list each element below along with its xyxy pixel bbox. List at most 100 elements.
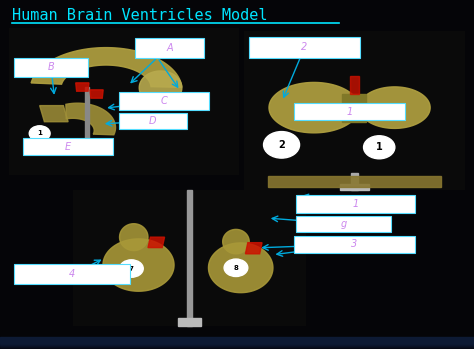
Circle shape — [364, 136, 395, 159]
Bar — [296, 195, 415, 213]
Bar — [0, 342, 474, 348]
Bar — [0, 337, 474, 343]
Bar — [0, 342, 474, 348]
Text: 1: 1 — [37, 131, 42, 136]
Bar — [135, 38, 204, 58]
Text: 1: 1 — [346, 107, 353, 117]
Text: E: E — [65, 142, 71, 151]
Bar — [14, 264, 130, 284]
Bar — [0, 343, 474, 349]
Bar — [0, 340, 474, 346]
Bar — [0, 340, 474, 346]
Text: A: A — [166, 43, 173, 53]
Bar — [0, 340, 474, 346]
Bar — [0, 341, 474, 347]
Bar — [118, 92, 209, 110]
Bar — [0, 340, 474, 346]
Bar — [0, 341, 474, 347]
Bar — [0, 342, 474, 348]
Bar — [0, 341, 474, 347]
Bar — [0, 342, 474, 348]
Polygon shape — [350, 173, 358, 190]
Bar — [0, 341, 474, 347]
Text: 3: 3 — [351, 239, 357, 249]
Bar — [0, 338, 474, 344]
Bar — [0, 338, 474, 343]
Polygon shape — [103, 239, 174, 291]
Polygon shape — [90, 90, 103, 98]
Bar — [0, 338, 474, 344]
Bar — [0, 339, 474, 345]
Bar — [23, 138, 113, 155]
Bar — [0, 340, 474, 346]
Polygon shape — [76, 83, 89, 91]
Bar — [0, 337, 474, 343]
Circle shape — [224, 259, 248, 276]
Bar — [294, 236, 415, 253]
Polygon shape — [187, 190, 192, 326]
Bar — [0, 338, 474, 344]
Text: C: C — [160, 96, 167, 106]
Bar — [0, 339, 474, 344]
Bar — [0, 342, 474, 348]
Polygon shape — [342, 94, 366, 121]
Bar — [0, 341, 474, 347]
Bar — [0, 338, 474, 344]
Bar — [0, 339, 474, 345]
Bar — [0, 340, 474, 345]
Circle shape — [264, 132, 300, 158]
Bar — [0, 339, 474, 345]
Bar — [118, 113, 187, 129]
Text: 1: 1 — [352, 199, 359, 209]
Polygon shape — [139, 71, 182, 104]
Bar — [0, 339, 474, 344]
Bar — [0, 343, 474, 349]
Text: 7: 7 — [129, 266, 134, 272]
Bar — [0, 341, 474, 346]
Bar — [0, 339, 474, 344]
Bar — [0, 339, 474, 345]
Bar — [0, 339, 474, 345]
Bar — [0, 342, 474, 348]
Text: 2: 2 — [278, 140, 285, 150]
Bar — [0, 343, 474, 349]
Polygon shape — [268, 176, 441, 187]
Bar — [244, 31, 465, 190]
Polygon shape — [119, 224, 148, 251]
Polygon shape — [340, 184, 369, 190]
Text: 2: 2 — [301, 43, 308, 52]
Bar — [0, 341, 474, 347]
Bar — [0, 342, 474, 348]
Bar — [0, 340, 474, 346]
Polygon shape — [223, 229, 249, 254]
Bar — [0, 342, 474, 347]
Bar — [0, 341, 474, 347]
Bar — [249, 37, 360, 58]
Bar — [0, 343, 474, 349]
Circle shape — [119, 260, 143, 277]
Text: 1: 1 — [376, 142, 383, 152]
Polygon shape — [269, 82, 359, 133]
Bar — [0, 343, 474, 348]
Polygon shape — [178, 318, 201, 326]
Text: 8: 8 — [234, 265, 238, 271]
Text: Human Brain Ventricles Model: Human Brain Ventricles Model — [12, 8, 267, 23]
Bar — [0, 341, 474, 347]
Bar — [0, 338, 474, 344]
Bar — [294, 103, 405, 120]
Bar — [73, 190, 306, 326]
Polygon shape — [85, 87, 89, 145]
Bar — [0, 341, 474, 346]
Circle shape — [29, 126, 50, 141]
Bar — [0, 340, 474, 346]
Polygon shape — [31, 47, 182, 87]
Bar — [0, 339, 474, 344]
Bar — [14, 58, 88, 77]
Bar — [0, 338, 474, 343]
Bar — [0, 342, 474, 348]
Bar — [0, 342, 474, 348]
Bar — [0, 339, 474, 345]
Bar — [0, 342, 474, 348]
Polygon shape — [246, 243, 262, 254]
Bar — [0, 341, 474, 347]
